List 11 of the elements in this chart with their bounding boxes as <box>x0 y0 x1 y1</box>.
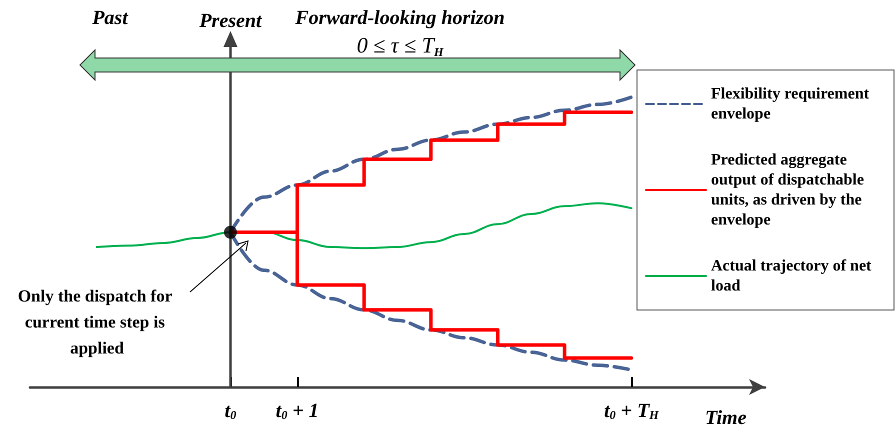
x-tick-label: t0 + TH <box>604 400 660 422</box>
legend-label: Flexibility requirement envelope <box>711 86 874 122</box>
legend-label: Actual trajectory of net load <box>711 258 876 294</box>
annotation: Only the dispatch for current time step is applied <box>18 286 176 358</box>
x-axis-title: Time <box>705 407 747 429</box>
text: Past <box>91 7 130 29</box>
text: Forward-looking horizon <box>294 7 505 29</box>
x-tick-label: t0 <box>224 400 236 422</box>
x-tick-label: t0 + 1 <box>276 400 319 422</box>
ref-line-label: Present <box>198 10 264 32</box>
legend-label: Predicted aggregate output of dispatchable units, as driven by the envelope <box>711 152 868 228</box>
